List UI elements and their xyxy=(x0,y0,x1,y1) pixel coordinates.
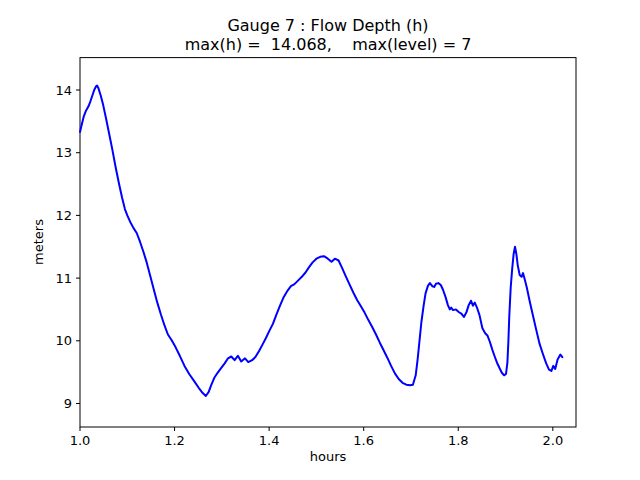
y-tick-label: 13 xyxy=(55,145,72,160)
y-axis-label: meters xyxy=(31,219,46,265)
y-tick-label: 14 xyxy=(55,83,72,98)
x-tick-label: 1.6 xyxy=(353,433,374,448)
x-axis-label: hours xyxy=(310,449,347,464)
x-tick-label: 1.0 xyxy=(70,433,91,448)
gauge-plot: Gauge 7 : Flow Depth (h) max(h) = 14.068… xyxy=(0,0,640,480)
chart-subtitle: max(h) = 14.068, max(level) = 7 xyxy=(185,35,472,54)
x-tick-label: 1.2 xyxy=(164,433,185,448)
y-tick-label: 9 xyxy=(64,396,72,411)
x-tick-label: 1.8 xyxy=(448,433,469,448)
figure-background xyxy=(0,0,640,480)
x-tick-label: 2.0 xyxy=(542,433,563,448)
figure-canvas: Gauge 7 : Flow Depth (h) max(h) = 14.068… xyxy=(0,0,640,480)
chart-title: Gauge 7 : Flow Depth (h) xyxy=(227,16,428,35)
y-tick-label: 10 xyxy=(55,333,72,348)
y-tick-label: 11 xyxy=(55,271,72,286)
y-tick-label: 12 xyxy=(55,208,72,223)
x-tick-label: 1.4 xyxy=(259,433,280,448)
